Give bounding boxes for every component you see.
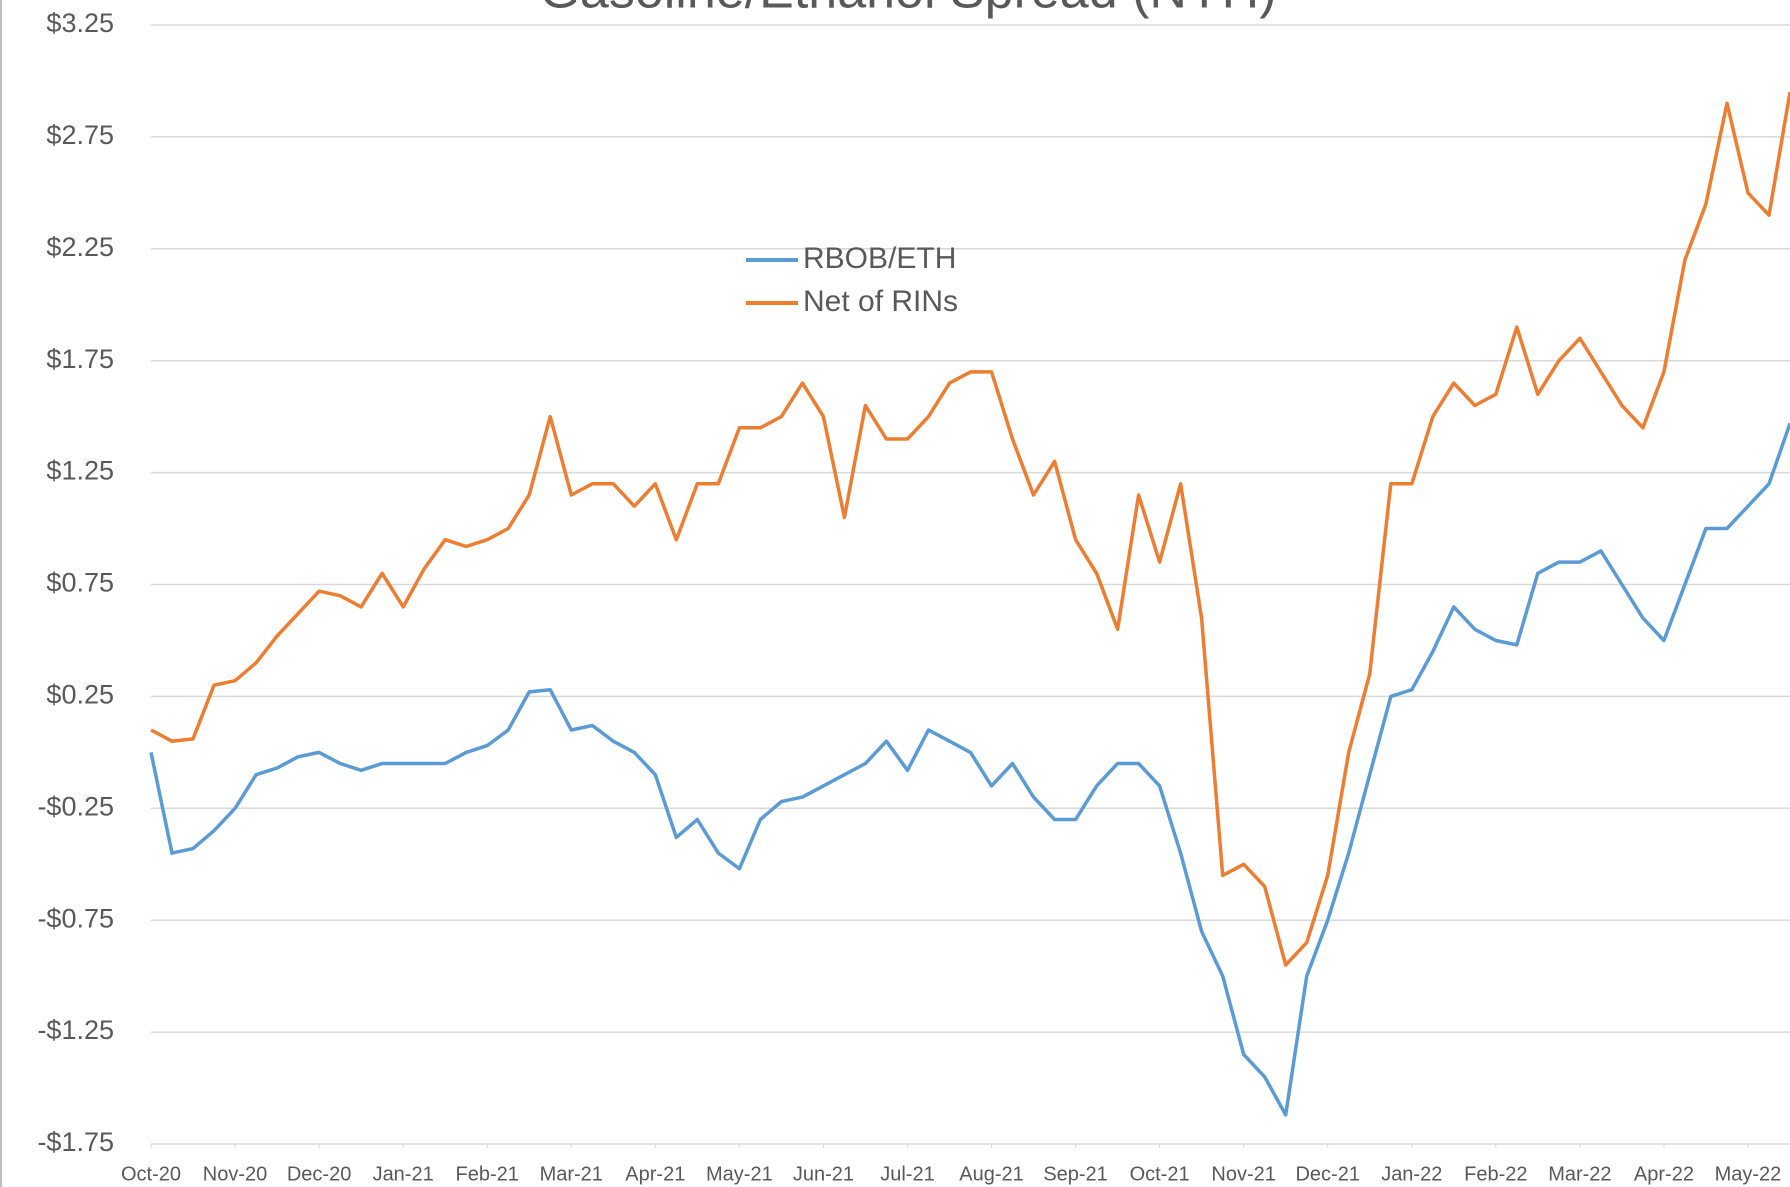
x-tick-label: Jan-22 [1381,1163,1442,1185]
chart-title: Gasoline/Ethanol Spread (NYH) [539,0,1276,20]
x-tick-label: Dec-21 [1295,1163,1359,1185]
y-tick-label: $1.75 [46,344,114,374]
x-tick-label: Dec-20 [287,1163,351,1185]
y-tick-label: -$1.25 [37,1015,114,1045]
x-tick-label: May-22 [1715,1163,1782,1185]
y-tick-label: $1.25 [46,456,114,486]
legend-label: Net of RINs [803,285,958,318]
series-line [150,91,1790,967]
x-tick-label: Oct-20 [121,1163,181,1185]
x-tick-label: Jul-21 [880,1163,934,1185]
x-tick-label: Jun-21 [793,1163,854,1185]
y-tick-label: $0.75 [46,568,114,598]
x-tick-label: Nov-20 [203,1163,267,1185]
x-tick-label: Feb-22 [1464,1163,1527,1185]
x-tick-label: Feb-21 [456,1163,519,1185]
x-tick-label: Oct-21 [1130,1163,1190,1185]
y-tick-label: -$0.25 [37,791,114,821]
x-tick-label: Apr-21 [625,1163,685,1185]
y-tick-label: -$0.75 [37,903,114,933]
y-tick-label: $2.75 [46,120,114,150]
series-line [149,422,1790,1117]
y-tick-label: $3.25 [46,8,114,38]
x-tick-label: Aug-21 [959,1163,1024,1185]
x-tick-label: Mar-21 [540,1163,603,1185]
x-tick-label: Sep-21 [1043,1163,1108,1185]
x-tick-label: Jan-21 [373,1163,434,1185]
x-tick-label: Mar-22 [1548,1163,1611,1185]
x-tick-label: Apr-22 [1634,1163,1694,1185]
y-tick-label: -$1.75 [37,1127,114,1157]
y-tick-label: $2.25 [46,232,114,262]
legend-label: RBOB/ETH [803,242,956,275]
x-tick-label: May-21 [706,1163,773,1185]
y-tick-label: $0.25 [46,680,114,710]
x-tick-label: Nov-21 [1211,1163,1275,1185]
